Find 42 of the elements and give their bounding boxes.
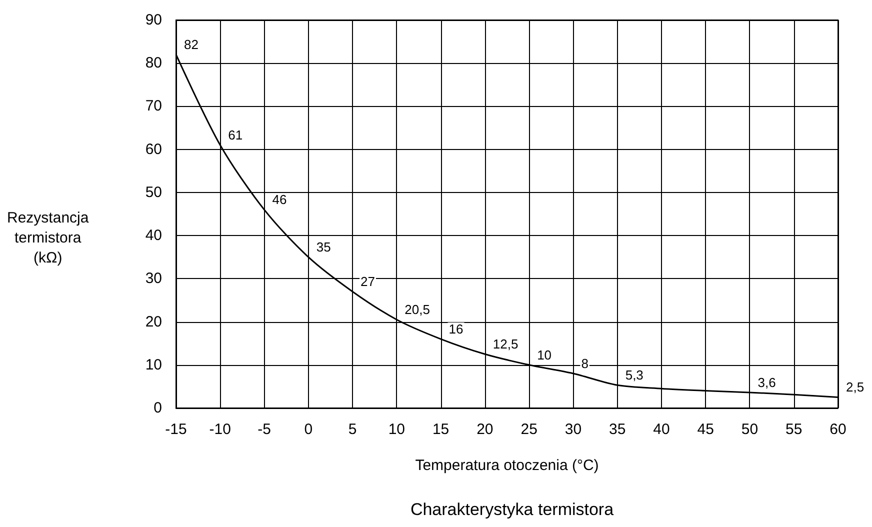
data-label: 12,5 bbox=[492, 336, 518, 352]
x-tick-label: 60 bbox=[830, 421, 846, 438]
x-tick-label: 25 bbox=[520, 421, 538, 438]
data-label: 16 bbox=[448, 322, 464, 337]
data-label: 82 bbox=[184, 36, 198, 52]
x-tick-label: -10 bbox=[209, 421, 231, 438]
data-label: 8 bbox=[581, 356, 588, 372]
data-label: 35 bbox=[316, 240, 331, 255]
y-tick-label: 90 bbox=[145, 12, 162, 28]
x-tick-label: -15 bbox=[165, 421, 187, 438]
x-tick-label: -5 bbox=[258, 421, 271, 438]
data-label: 27 bbox=[360, 274, 375, 290]
y-tick-label: 10 bbox=[145, 356, 162, 374]
text: Charakterystyka termistora bbox=[410, 500, 614, 519]
y-tick-label: 50 bbox=[145, 184, 162, 201]
data-label: 46 bbox=[272, 192, 287, 208]
x-tick-label: 0 bbox=[304, 421, 313, 438]
data-label: 61 bbox=[228, 128, 243, 143]
data-label: 5,3 bbox=[625, 368, 644, 383]
y-tick-label: 30 bbox=[145, 270, 162, 288]
data-label: 20,5 bbox=[404, 302, 430, 318]
x-tick-label: 15 bbox=[432, 421, 450, 438]
x-tick-label: 10 bbox=[388, 421, 406, 438]
y-tick-label: 0 bbox=[154, 400, 162, 416]
y-tick-label: 20 bbox=[145, 313, 162, 330]
x-axis-title: Temperatura otoczenia (°C) bbox=[415, 457, 599, 474]
x-tick-label: 35 bbox=[608, 421, 626, 438]
y-axis-title: Rezystancja termistora (kΩ) bbox=[7, 210, 90, 266]
y-tick-label: 80 bbox=[145, 54, 162, 72]
x-tick-label: 30 bbox=[564, 421, 582, 438]
x-tick-label: 20 bbox=[476, 421, 494, 438]
data-label: 2,5 bbox=[846, 380, 864, 395]
y-tick-label: 40 bbox=[145, 227, 162, 244]
x-tick-label: 40 bbox=[653, 421, 670, 438]
x-tick-label: 45 bbox=[697, 421, 714, 438]
data-label: 10 bbox=[537, 347, 552, 362]
y-tick-label: 60 bbox=[145, 140, 162, 158]
y-tick-label: 70 bbox=[145, 98, 162, 115]
x-tick-label: 50 bbox=[741, 421, 758, 438]
x-tick-label: 5 bbox=[348, 421, 357, 438]
data-label: 3,6 bbox=[758, 374, 776, 390]
x-tick-label: 55 bbox=[786, 421, 802, 438]
